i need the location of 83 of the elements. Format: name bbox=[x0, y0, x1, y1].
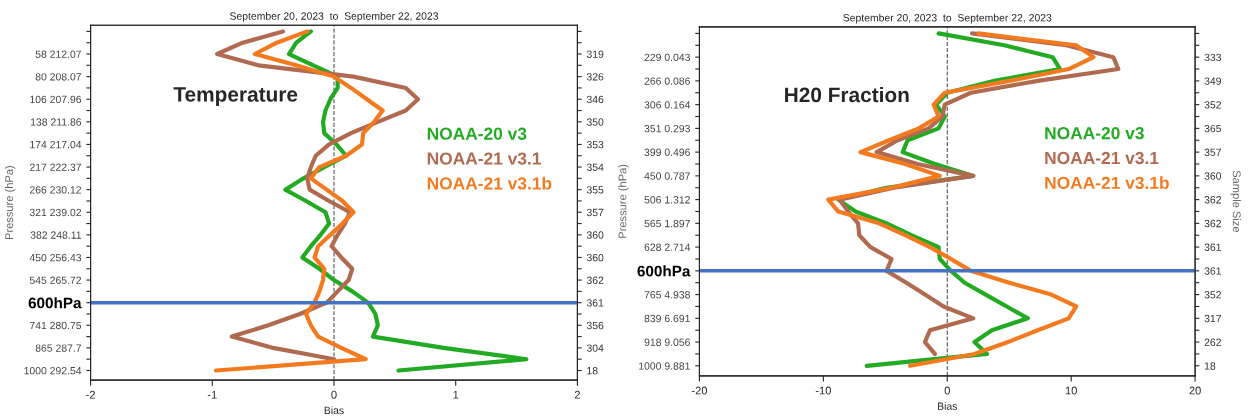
y2-tick-label: 354 bbox=[586, 163, 604, 171]
y-tick-label: 450 0.787 bbox=[644, 172, 690, 180]
y-tick-label: 399 0.496 bbox=[644, 148, 690, 156]
y-tick-label: 382 248.11 bbox=[30, 231, 82, 239]
y-tick-label: 217 222.37 bbox=[29, 163, 82, 171]
y-tick-label: 80 208.07 bbox=[35, 73, 82, 81]
y2-tick-label: 360 bbox=[586, 231, 604, 239]
y2-tick-label: 357 bbox=[586, 208, 604, 217]
chart-title: September 20, 2023 to September 22, 2023 bbox=[843, 13, 1052, 24]
y2-tick-label: 362 bbox=[1204, 196, 1221, 204]
y2-tick-label: 18 bbox=[1204, 362, 1216, 370]
y2-tick-label: 361 bbox=[1204, 267, 1221, 275]
y-tick-label: 351 0.293 bbox=[644, 124, 690, 133]
y2-tick-label: 349 bbox=[1204, 77, 1222, 85]
text: NOAA-21 v3.1b bbox=[427, 176, 552, 190]
x-tick-label: -2 bbox=[86, 390, 95, 399]
y-tick-label: 600hPa bbox=[28, 297, 82, 309]
x-tick-label: 10 bbox=[1065, 386, 1077, 395]
y2-tick-label: 317 bbox=[1204, 314, 1221, 323]
y2-tick-label: 350 bbox=[586, 118, 604, 126]
x-tick-label: 2 bbox=[574, 390, 580, 399]
text: NOAA-21 v3.1 bbox=[1045, 151, 1159, 165]
y-tick-label: 450 256.43 bbox=[29, 253, 82, 262]
y2-tick-label: 365 bbox=[1204, 124, 1222, 133]
x-tick-label: -1 bbox=[207, 390, 217, 399]
y2-tick-label: 353 bbox=[586, 140, 604, 149]
y2-tick-label: 352 bbox=[1204, 101, 1221, 109]
y2-tick-label: 262 bbox=[1204, 338, 1221, 346]
y-tick-label: 266 0.086 bbox=[644, 77, 690, 85]
x-axis-title: Bias bbox=[324, 406, 344, 415]
y-tick-label: 229 0.043 bbox=[644, 53, 690, 62]
y2-tick-label: 356 bbox=[586, 321, 604, 330]
y-tick-label: 565 1.897 bbox=[644, 219, 690, 228]
y-tick-label: 321 239.02 bbox=[29, 208, 82, 217]
y2-tick-label: 362 bbox=[1204, 219, 1221, 228]
x-tick-label: 20 bbox=[1189, 386, 1201, 395]
text: NOAA-20 v3 bbox=[427, 127, 527, 140]
annotation: Temperature bbox=[173, 87, 298, 106]
y2-tick-label: 304 bbox=[586, 344, 604, 352]
y-tick-label: 58 212.07 bbox=[35, 50, 82, 58]
y2-tick-label: 362 bbox=[586, 276, 604, 284]
y-axis-title: Pressure (hPa) bbox=[618, 164, 629, 238]
x-tick-label: 1 bbox=[453, 390, 459, 399]
y-tick-label: 839 6.691 bbox=[644, 314, 690, 323]
y-tick-label: 600hPa bbox=[637, 265, 691, 277]
y-tick-label: 138 211.86 bbox=[30, 118, 82, 126]
y2-tick-label: 352 bbox=[1204, 291, 1221, 299]
y-tick-label: 765 4.938 bbox=[644, 291, 690, 299]
y2-tick-label: 355 bbox=[586, 186, 604, 194]
x-tick-label: 0 bbox=[331, 390, 337, 399]
annotation: H20 Fraction bbox=[785, 86, 909, 103]
y2-tick-label: 326 bbox=[586, 73, 604, 81]
text: NOAA-20 v3 bbox=[1045, 127, 1144, 140]
y2-tick-label: 360 bbox=[1204, 172, 1222, 180]
y-tick-label: 266 230.12 bbox=[29, 186, 82, 194]
y-tick-label: 741 280.75 bbox=[29, 321, 82, 330]
y2-tick-label: 360 bbox=[586, 253, 604, 262]
y-tick-label: 1000 292.54 bbox=[24, 366, 82, 375]
y-tick-label: 174 217.04 bbox=[30, 140, 82, 149]
text: NOAA-21 v3.1b bbox=[1045, 176, 1169, 190]
y-tick-label: 865 287.7 bbox=[35, 344, 82, 352]
y2-tick-label: 361 bbox=[586, 299, 604, 307]
chart-title: September 20, 2023 to September 22, 2023 bbox=[229, 12, 439, 22]
x-tick-label: -10 bbox=[815, 386, 831, 395]
y-tick-label: 545 265.72 bbox=[29, 276, 82, 284]
y-tick-label: 1000 9.881 bbox=[639, 362, 690, 370]
y2-tick-label: 346 bbox=[586, 95, 604, 104]
y-tick-label: 918 9.056 bbox=[644, 338, 690, 346]
y2-tick-label: 319 bbox=[586, 50, 604, 58]
y-tick-label: 506 1.312 bbox=[644, 196, 690, 204]
y-tick-label: 106 207.96 bbox=[30, 95, 82, 104]
x-tick-label: -20 bbox=[691, 386, 708, 395]
x-axis-title: Bias bbox=[938, 402, 958, 410]
y2-tick-label: 18 bbox=[587, 366, 598, 375]
text: NOAA-21 v3.1 bbox=[427, 152, 541, 165]
y2-tick-label: 357 bbox=[1204, 148, 1221, 156]
y-tick-label: 306 0.164 bbox=[644, 101, 691, 109]
y2-axis-title: Sample Size bbox=[1230, 170, 1241, 233]
y2-tick-label: 361 bbox=[1204, 243, 1221, 251]
y-axis-title: Pressure (hPa) bbox=[4, 165, 16, 240]
y-tick-label: 628 2.714 bbox=[644, 243, 691, 251]
y2-tick-label: 333 bbox=[1204, 53, 1222, 62]
x-tick-label: 0 bbox=[944, 386, 950, 395]
